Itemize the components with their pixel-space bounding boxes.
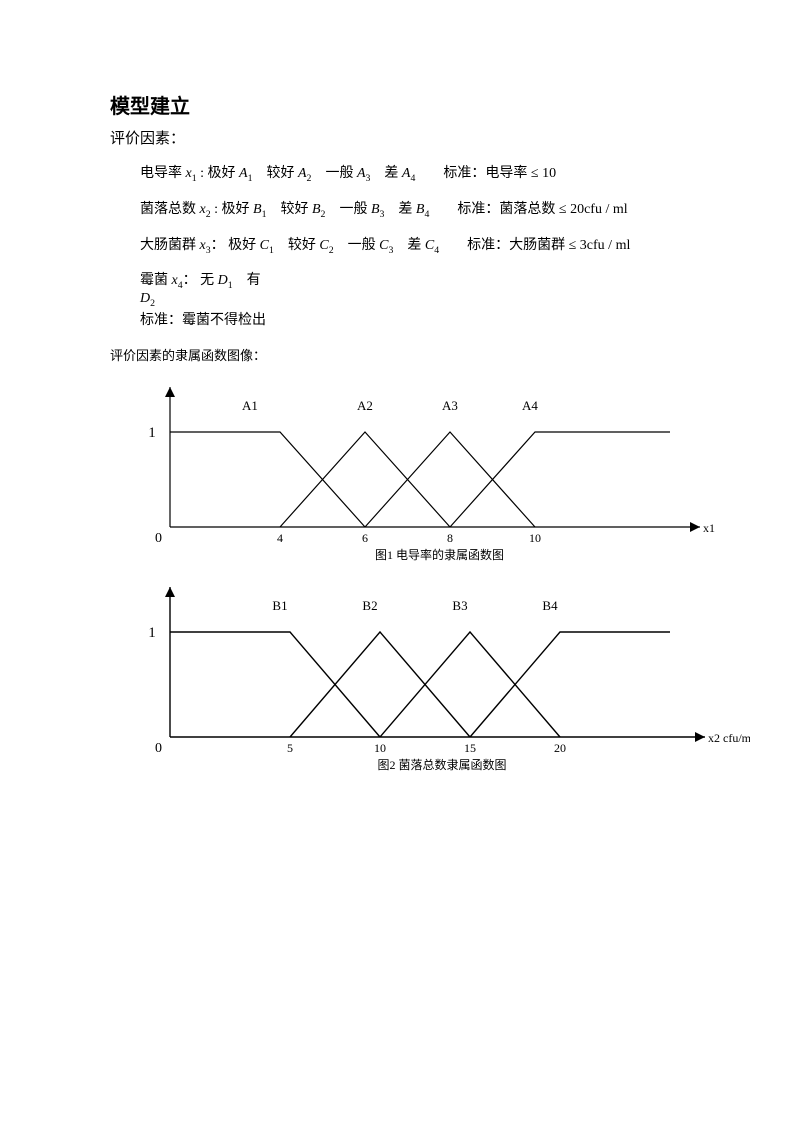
factor-line: 霉菌 x4： 无 D1 有 D2 标准：霉菌不得检出 — [140, 269, 703, 329]
svg-text:A4: A4 — [522, 398, 538, 413]
svg-text:0: 0 — [155, 741, 162, 756]
svg-text:10: 10 — [374, 741, 386, 755]
svg-text:5: 5 — [287, 741, 293, 755]
page-title: 模型建立 — [110, 90, 703, 119]
svg-text:A2: A2 — [357, 398, 373, 413]
membership-chart: B1B2B3B4105101520x2 cfu/ml图2 菌落总数隶属函数图 — [110, 572, 703, 782]
svg-text:B1: B1 — [272, 598, 287, 613]
factor-line: 电导率 x1 : 极好 A1 较好 A2 一般 A3 差 A4 标准：电导率 ≤… — [140, 162, 703, 184]
page: 模型建立 评价因素： 电导率 x1 : 极好 A1 较好 A2 一般 A3 差 … — [0, 0, 793, 822]
svg-text:0: 0 — [155, 531, 162, 546]
svg-text:20: 20 — [554, 741, 566, 755]
membership-caption: 评价因素的隶属函数图像： — [110, 345, 703, 364]
svg-text:B3: B3 — [452, 598, 467, 613]
subtitle: 评价因素： — [110, 127, 703, 148]
factor-line: 菌落总数 x2 : 极好 B1 较好 B2 一般 B3 差 B4 标准：菌落总数… — [140, 198, 703, 220]
svg-text:B2: B2 — [362, 598, 377, 613]
svg-text:A1: A1 — [242, 398, 258, 413]
factor-line: 大肠菌群 x3： 极好 C1 较好 C2 一般 C3 差 C4 标准：大肠菌群 … — [140, 234, 703, 256]
charts-container: A1A2A3A41046810x1图1 电导率的隶属函数图B1B2B3B4105… — [110, 372, 703, 782]
svg-text:图1 电导率的隶属函数图: 图1 电导率的隶属函数图 — [375, 547, 504, 562]
svg-text:A3: A3 — [442, 398, 458, 413]
svg-text:x2 cfu/ml: x2 cfu/ml — [708, 731, 750, 745]
svg-text:8: 8 — [447, 531, 453, 545]
svg-text:x1: x1 — [703, 521, 715, 535]
svg-text:图2 菌落总数隶属函数图: 图2 菌落总数隶属函数图 — [378, 757, 507, 772]
svg-text:6: 6 — [362, 531, 368, 545]
svg-text:4: 4 — [277, 531, 283, 545]
svg-text:1: 1 — [148, 425, 156, 441]
factors-list: 电导率 x1 : 极好 A1 较好 A2 一般 A3 差 A4 标准：电导率 ≤… — [110, 162, 703, 329]
membership-chart: A1A2A3A41046810x1图1 电导率的隶属函数图 — [110, 372, 703, 572]
svg-text:15: 15 — [464, 741, 476, 755]
svg-text:1: 1 — [148, 625, 156, 641]
svg-text:B4: B4 — [542, 598, 558, 613]
svg-text:10: 10 — [529, 531, 541, 545]
